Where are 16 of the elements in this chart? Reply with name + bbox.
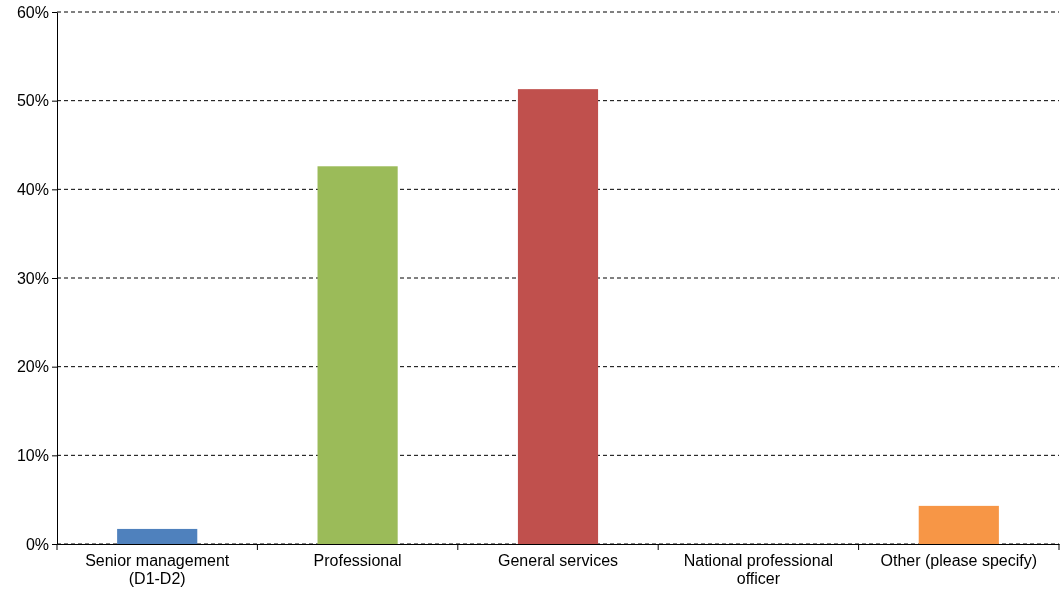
y-tick-label: 30% [16, 269, 49, 287]
x-tick-label: Other (please specify) [880, 552, 1038, 570]
x-tick-label: Professional [313, 552, 402, 570]
y-tick-label: 50% [16, 92, 49, 110]
y-tick-label: 10% [16, 446, 49, 464]
x-tick-label: General services [497, 552, 619, 570]
bar [517, 89, 599, 544]
y-tick-label: 20% [16, 358, 49, 376]
bar [918, 505, 999, 544]
x-tick-label: National professional officer [683, 552, 834, 587]
x-tick-label: Senior management (D1-D2) [85, 552, 230, 587]
bar [317, 166, 398, 544]
y-tick-label: 40% [16, 180, 49, 198]
y-tick-label: 60% [16, 3, 49, 21]
bar [117, 528, 198, 544]
y-tick-label: 0% [25, 535, 49, 553]
